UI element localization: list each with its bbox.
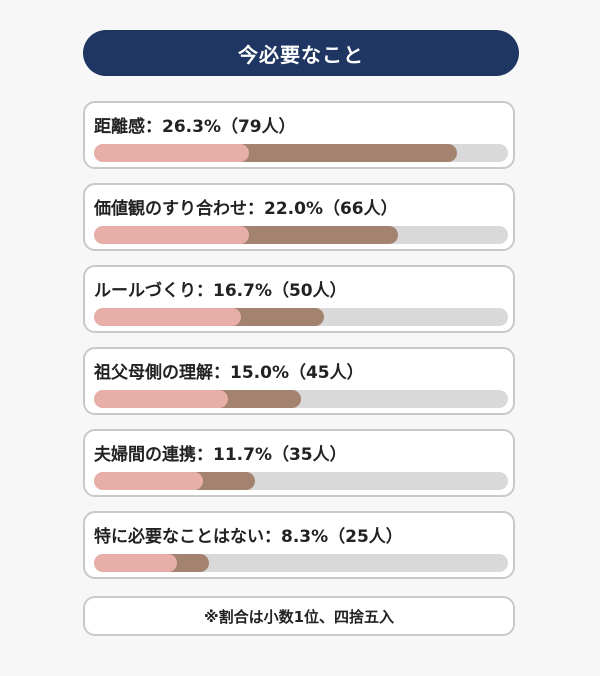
bar-card: 夫婦間の連携：11.7%（35人） bbox=[83, 429, 515, 497]
bar-fill-light bbox=[94, 308, 241, 326]
bar-label: 夫婦間の連携：11.7%（35人） bbox=[94, 445, 347, 465]
bar-label: 価値観のすり合わせ：22.0%（66人） bbox=[94, 199, 398, 219]
bar-track bbox=[94, 226, 508, 244]
bar-fill-light bbox=[94, 554, 177, 572]
bar-track bbox=[94, 144, 508, 162]
bar-label: ルールづくり：16.7%（50人） bbox=[94, 281, 347, 301]
bar-track bbox=[94, 308, 508, 326]
footnote: ※割合は小数1位、四捨五入 bbox=[83, 596, 515, 636]
bar-card: 価値観のすり合わせ：22.0%（66人） bbox=[83, 183, 515, 251]
bar-card: 祖父母側の理解：15.0%（45人） bbox=[83, 347, 515, 415]
bar-label: 特に必要なことはない：8.3%（25人） bbox=[94, 527, 403, 547]
chart-title: 今必要なこと bbox=[238, 42, 364, 67]
bar-label: 祖父母側の理解：15.0%（45人） bbox=[94, 363, 364, 383]
bar-track bbox=[94, 554, 508, 572]
bar-fill-light bbox=[94, 226, 249, 244]
bar-track bbox=[94, 390, 508, 408]
bar-card: 距離感：26.3%（79人） bbox=[83, 101, 515, 169]
bar-label: 距離感：26.3%（79人） bbox=[94, 117, 296, 137]
bar-fill-light bbox=[94, 472, 203, 490]
bar-fill-light bbox=[94, 144, 249, 162]
bar-card: ルールづくり：16.7%（50人） bbox=[83, 265, 515, 333]
bar-track bbox=[94, 472, 508, 490]
footnote-text: ※割合は小数1位、四捨五入 bbox=[203, 607, 395, 626]
bar-card: 特に必要なことはない：8.3%（25人） bbox=[83, 511, 515, 579]
chart-title-banner: 今必要なこと bbox=[83, 30, 519, 76]
bar-fill-light bbox=[94, 390, 228, 408]
